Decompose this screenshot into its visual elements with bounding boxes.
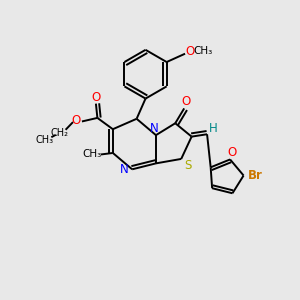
Text: O: O [186, 45, 195, 58]
Text: N: N [150, 122, 159, 135]
Text: CH₃: CH₃ [82, 149, 102, 160]
Text: O: O [91, 91, 101, 103]
Text: CH₂: CH₂ [50, 128, 68, 138]
Text: Br: Br [248, 169, 263, 182]
Text: O: O [228, 146, 237, 159]
Text: CH₃: CH₃ [193, 46, 212, 56]
Text: N: N [119, 164, 128, 176]
Text: O: O [71, 114, 81, 127]
Text: H: H [209, 122, 218, 135]
Text: O: O [181, 95, 190, 108]
Text: S: S [184, 159, 191, 172]
Text: CH₃: CH₃ [36, 135, 54, 145]
